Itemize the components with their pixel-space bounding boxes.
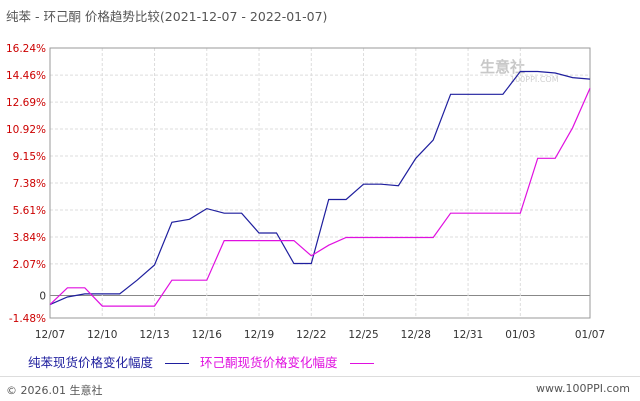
y-tick-label: 12.69% (6, 97, 46, 109)
x-tick-label: 01/07 (575, 329, 605, 341)
legend-swatch-benzene (165, 363, 189, 364)
y-tick-label: 14.46% (6, 70, 46, 82)
x-tick-label: 12/25 (348, 329, 378, 341)
y-tick-label: 3.84% (13, 232, 46, 244)
x-tick-label: 12/28 (401, 329, 431, 341)
watermark-text: 生意社 (480, 58, 526, 76)
y-tick-label: -1.48% (9, 313, 46, 325)
x-tick-label: 12/13 (139, 329, 169, 341)
line-chart: 16.24% 14.46% 12.69% 10.92% 9.15% 7.38% 5.61% 3… (6, 43, 605, 341)
y-tick-label: 2.07% (13, 259, 46, 271)
x-tick-label: 12/16 (192, 329, 223, 341)
watermark-logo: 生意社 100PPI.COM (480, 56, 559, 84)
y-tick-label: 10.92% (6, 124, 46, 136)
x-tick-label: 01/03 (505, 329, 535, 341)
cyclohexanone-series-line (49, 87, 591, 307)
footer-copyright: © 2026.01 生意社 (6, 384, 103, 397)
x-tick-label: 12/07 (35, 329, 65, 341)
legend-swatch-cyclohexanone (349, 363, 374, 364)
legend-label-cyclohexanone: 环己酮现货价格变化幅度 (200, 355, 338, 370)
legend-item-cyclohexanone: 环己酮现货价格变化幅度 (200, 352, 374, 371)
plot-frame (49, 47, 591, 319)
legend-item-benzene: 纯苯现货价格变化幅度 (28, 352, 189, 371)
chart-title: 纯苯 - 环己酮 价格趋势比较(2021-12-07 - 2022-01-07) (6, 9, 328, 24)
y-tick-label: 0 (39, 290, 46, 302)
legend: 纯苯现货价格变化幅度 环己酮现货价格变化幅度 (0, 352, 640, 370)
footer: © 2026.01 生意社 www.100PPI.com (0, 376, 640, 401)
legend-label-benzene: 纯苯现货价格变化幅度 (28, 355, 154, 370)
benzene-series-line (49, 70, 591, 306)
x-tick-label: 12/22 (296, 329, 326, 341)
x-tick-label: 12/10 (87, 329, 117, 341)
watermark-sub: 100PPI.COM (510, 75, 559, 84)
y-tick-label: 5.61% (13, 205, 46, 217)
y-tick-label: 9.15% (13, 151, 46, 163)
y-tick-label: 16.24% (6, 43, 46, 55)
y-tick-label: 7.38% (13, 178, 46, 190)
footer-url[interactable]: www.100PPI.com (536, 382, 630, 395)
x-tick-label: 12/31 (453, 329, 483, 341)
x-tick-label: 12/19 (244, 329, 274, 341)
